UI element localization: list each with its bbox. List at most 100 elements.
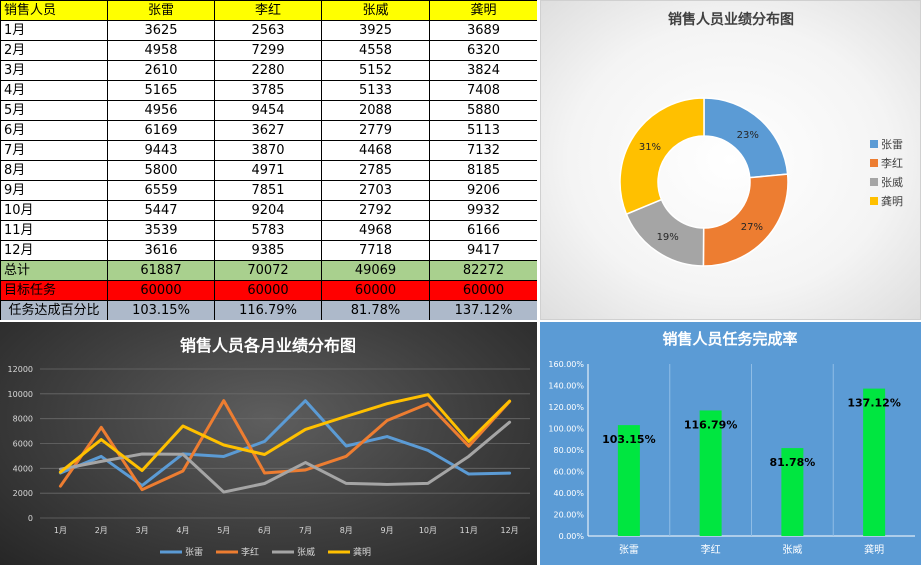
value-cell[interactable]: 9454 xyxy=(214,100,322,121)
value-cell[interactable]: 3627 xyxy=(214,120,322,141)
value-cell[interactable]: 2703 xyxy=(321,180,430,201)
value-cell[interactable]: 3824 xyxy=(429,60,537,81)
value-cell[interactable]: 5113 xyxy=(429,120,537,141)
value-cell[interactable]: 6166 xyxy=(429,220,537,241)
y-tick-label: 20.00% xyxy=(553,511,584,520)
row-label-cell[interactable]: 12月 xyxy=(0,240,108,261)
month-row: 10月 5447 9204 2792 9932 xyxy=(0,200,537,221)
month-row: 12月 3616 9385 7718 9417 xyxy=(0,240,537,261)
x-tick-label: 9月 xyxy=(381,526,394,535)
value-cell[interactable]: 49069 xyxy=(321,260,430,281)
row-label-cell[interactable]: 1月 xyxy=(0,20,108,41)
y-tick-label: 8000 xyxy=(13,415,33,424)
value-cell[interactable]: 2779 xyxy=(321,120,430,141)
bar-title: 销售人员任务完成率 xyxy=(662,330,797,348)
x-tick-label: 11月 xyxy=(460,526,478,535)
value-cell[interactable]: 2610 xyxy=(107,60,215,81)
value-cell[interactable]: 8185 xyxy=(429,160,537,181)
value-cell[interactable]: 4971 xyxy=(214,160,322,181)
x-tick-label: 5月 xyxy=(217,526,230,535)
bar-data-label: 137.12% xyxy=(847,397,900,410)
value-cell[interactable]: 3870 xyxy=(214,140,322,161)
value-cell[interactable]: 82272 xyxy=(429,260,537,281)
value-cell[interactable]: 5133 xyxy=(321,80,430,101)
value-cell[interactable]: 60000 xyxy=(107,280,215,301)
row-label-cell[interactable]: 4月 xyxy=(0,80,108,101)
value-cell[interactable]: 7132 xyxy=(429,140,537,161)
value-cell[interactable]: 60000 xyxy=(429,280,537,301)
value-cell[interactable]: 龚明 xyxy=(429,0,537,21)
value-cell[interactable]: 5800 xyxy=(107,160,215,181)
row-label-cell[interactable]: 5月 xyxy=(0,100,108,121)
value-cell[interactable]: 7299 xyxy=(214,40,322,61)
value-cell[interactable]: 5152 xyxy=(321,60,430,81)
value-cell[interactable]: 5783 xyxy=(214,220,322,241)
value-cell[interactable]: 9932 xyxy=(429,200,537,221)
line-title: 销售人员各月业绩分布图 xyxy=(180,336,356,355)
value-cell[interactable]: 3625 xyxy=(107,20,215,41)
row-label-cell[interactable]: 8月 xyxy=(0,160,108,181)
value-cell[interactable]: 5880 xyxy=(429,100,537,121)
value-cell[interactable]: 9206 xyxy=(429,180,537,201)
row-label-cell[interactable]: 销售人员 xyxy=(0,0,108,21)
value-cell[interactable]: 7851 xyxy=(214,180,322,201)
value-cell[interactable]: 3539 xyxy=(107,220,215,241)
value-cell[interactable]: 2792 xyxy=(321,200,430,221)
value-cell[interactable]: 5447 xyxy=(107,200,215,221)
row-label-cell[interactable]: 9月 xyxy=(0,180,108,201)
value-cell[interactable]: 5165 xyxy=(107,80,215,101)
value-cell[interactable]: 3689 xyxy=(429,20,537,41)
value-cell[interactable]: 6169 xyxy=(107,120,215,141)
value-cell[interactable]: 4958 xyxy=(107,40,215,61)
value-cell[interactable]: 2785 xyxy=(321,160,430,181)
legend-label: 李红 xyxy=(881,156,903,170)
value-cell[interactable]: 116.79% xyxy=(214,300,322,320)
x-tick-label: 12月 xyxy=(500,526,518,535)
value-cell[interactable]: 4968 xyxy=(321,220,430,241)
value-cell[interactable]: 2563 xyxy=(214,20,322,41)
legend-label: 张雷 xyxy=(881,138,903,151)
value-cell[interactable]: 9443 xyxy=(107,140,215,161)
value-cell[interactable]: 2088 xyxy=(321,100,430,121)
value-cell[interactable]: 张雷 xyxy=(107,0,215,21)
month-row: 3月 2610 2280 5152 3824 xyxy=(0,60,537,81)
value-cell[interactable]: 61887 xyxy=(107,260,215,281)
value-cell[interactable]: 4956 xyxy=(107,100,215,121)
y-tick-label: 100.00% xyxy=(548,425,584,434)
x-tick-label: 10月 xyxy=(419,526,437,535)
value-cell[interactable]: 3785 xyxy=(214,80,322,101)
y-tick-label: 60.00% xyxy=(553,468,584,477)
value-cell[interactable]: 81.78% xyxy=(321,300,430,320)
value-cell[interactable]: 60000 xyxy=(214,280,322,301)
row-label-cell[interactable]: 2月 xyxy=(0,40,108,61)
row-label-cell[interactable]: 任务达成百分比 xyxy=(0,300,108,320)
row-label-cell[interactable]: 目标任务 xyxy=(0,280,108,301)
value-cell[interactable]: 7408 xyxy=(429,80,537,101)
row-label-cell[interactable]: 7月 xyxy=(0,140,108,161)
value-cell[interactable]: 2280 xyxy=(214,60,322,81)
row-label-cell[interactable]: 11月 xyxy=(0,220,108,241)
value-cell[interactable]: 9204 xyxy=(214,200,322,221)
value-cell[interactable]: 3925 xyxy=(321,20,430,41)
value-cell[interactable]: 4468 xyxy=(321,140,430,161)
value-cell[interactable]: 张威 xyxy=(321,0,430,21)
legend-label: 龚明 xyxy=(353,546,371,558)
value-cell[interactable]: 9385 xyxy=(214,240,322,261)
row-label-cell[interactable]: 10月 xyxy=(0,200,108,221)
row-label-cell[interactable]: 总计 xyxy=(0,260,108,281)
value-cell[interactable]: 7718 xyxy=(321,240,430,261)
value-cell[interactable]: 李红 xyxy=(214,0,322,21)
value-cell[interactable]: 6559 xyxy=(107,180,215,201)
value-cell[interactable]: 9417 xyxy=(429,240,537,261)
bar-chart-panel: 销售人员任务完成率 0.00% 20.00% 40.00% 60.00% 80.00% 10… xyxy=(540,322,921,565)
value-cell[interactable]: 70072 xyxy=(214,260,322,281)
value-cell[interactable]: 6320 xyxy=(429,40,537,61)
value-cell[interactable]: 60000 xyxy=(321,280,430,301)
value-cell[interactable]: 4558 xyxy=(321,40,430,61)
value-cell[interactable]: 137.12% xyxy=(429,300,537,320)
row-label-cell[interactable]: 3月 xyxy=(0,60,108,81)
value-cell[interactable]: 3616 xyxy=(107,240,215,261)
row-label-cell[interactable]: 6月 xyxy=(0,120,108,141)
sales-spreadsheet: 销售人员 张雷 李红 张威 龚明 1月 3625 2563 3925 3689 2月 4958 7299… xyxy=(0,0,537,320)
value-cell[interactable]: 103.15% xyxy=(107,300,215,320)
